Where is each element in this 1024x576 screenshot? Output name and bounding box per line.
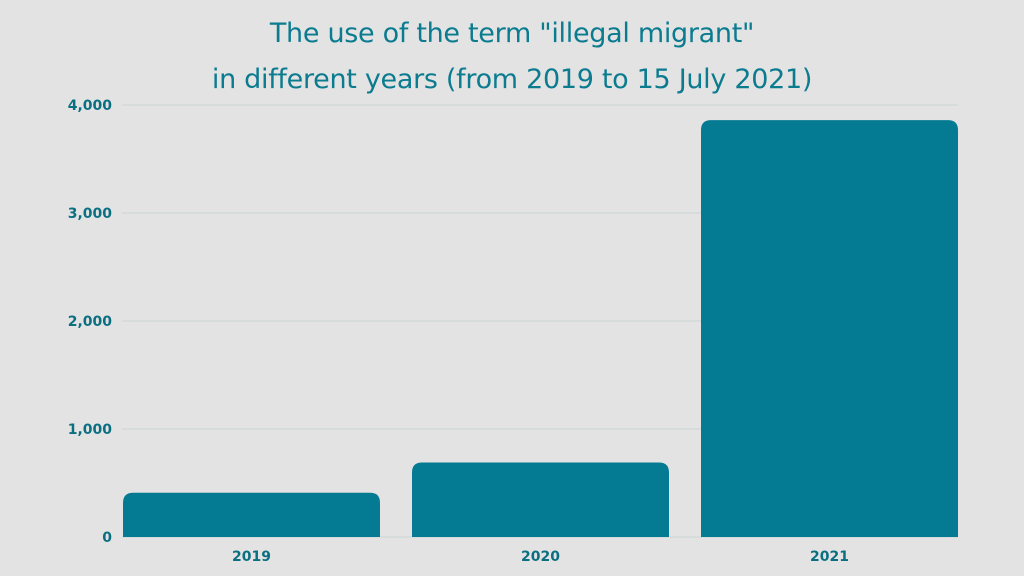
chart-title-line-2: in different years (from 2019 to 15 July…	[211, 64, 813, 95]
bar-2021	[701, 120, 958, 538]
x-axis-ticks: 2019 2020 2021	[232, 549, 849, 565]
x-tick-label: 2021	[810, 549, 849, 565]
y-tick-label: 1,000	[68, 422, 113, 438]
bars	[123, 120, 958, 538]
bar-2020	[412, 462, 669, 537]
y-tick-label: 3,000	[68, 206, 113, 222]
y-tick-label: 2,000	[68, 314, 113, 330]
y-axis-ticks: 0 1,000 2,000 3,000 4,000	[68, 98, 113, 546]
chart-title-line-1: The use of the term "illegal migrant"	[269, 18, 755, 49]
x-tick-label: 2020	[521, 549, 560, 565]
y-tick-label: 0	[102, 530, 112, 546]
bar-2019	[123, 492, 380, 537]
x-tick-label: 2019	[232, 549, 271, 565]
y-tick-label: 4,000	[68, 98, 113, 114]
